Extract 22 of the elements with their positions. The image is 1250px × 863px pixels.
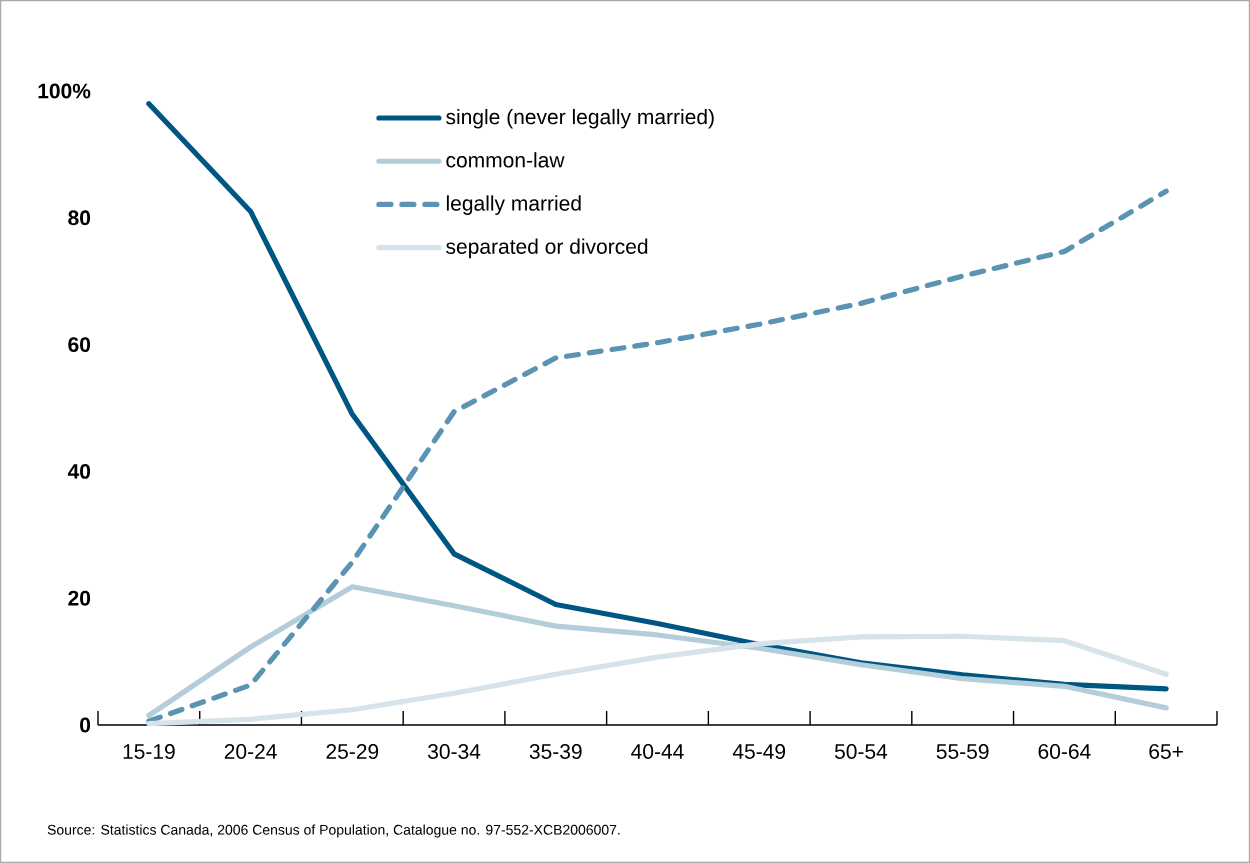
y-tick-label: 0 [80,717,91,733]
x-tick-label: 30-34 [427,744,481,759]
x-tick-label: 50-54 [834,744,888,759]
y-tick-label: 40 [67,463,91,479]
x-tick-label: 20-24 [224,744,277,759]
legend-label: common-law [446,152,565,168]
y-tick-label: 80 [68,210,91,226]
source-note: Source: Statistics Canada, 2006 Census of Population, Catalogue no. 97-552-XCB2006007. [47,824,620,838]
y-tick-label: 60 [68,337,91,353]
legend-label: single (never legally married) [446,108,714,129]
x-tick-label: 60-64 [1038,744,1091,759]
y-tick-label: 100% [38,83,91,99]
x-tick-label: 40-44 [631,744,684,759]
x-tick-label: 55-59 [936,744,989,759]
x-tick-label: 65+ [1149,744,1183,759]
legend-label: legally married [446,195,581,215]
legend-label: separated or divorced [446,238,648,259]
x-tick-label: 45-49 [732,744,786,759]
x-tick-label: 25-29 [326,744,379,759]
x-tick-label: 15-19 [123,744,175,759]
x-tick-label: 35-39 [529,744,582,759]
y-tick-label: 20 [68,590,91,606]
